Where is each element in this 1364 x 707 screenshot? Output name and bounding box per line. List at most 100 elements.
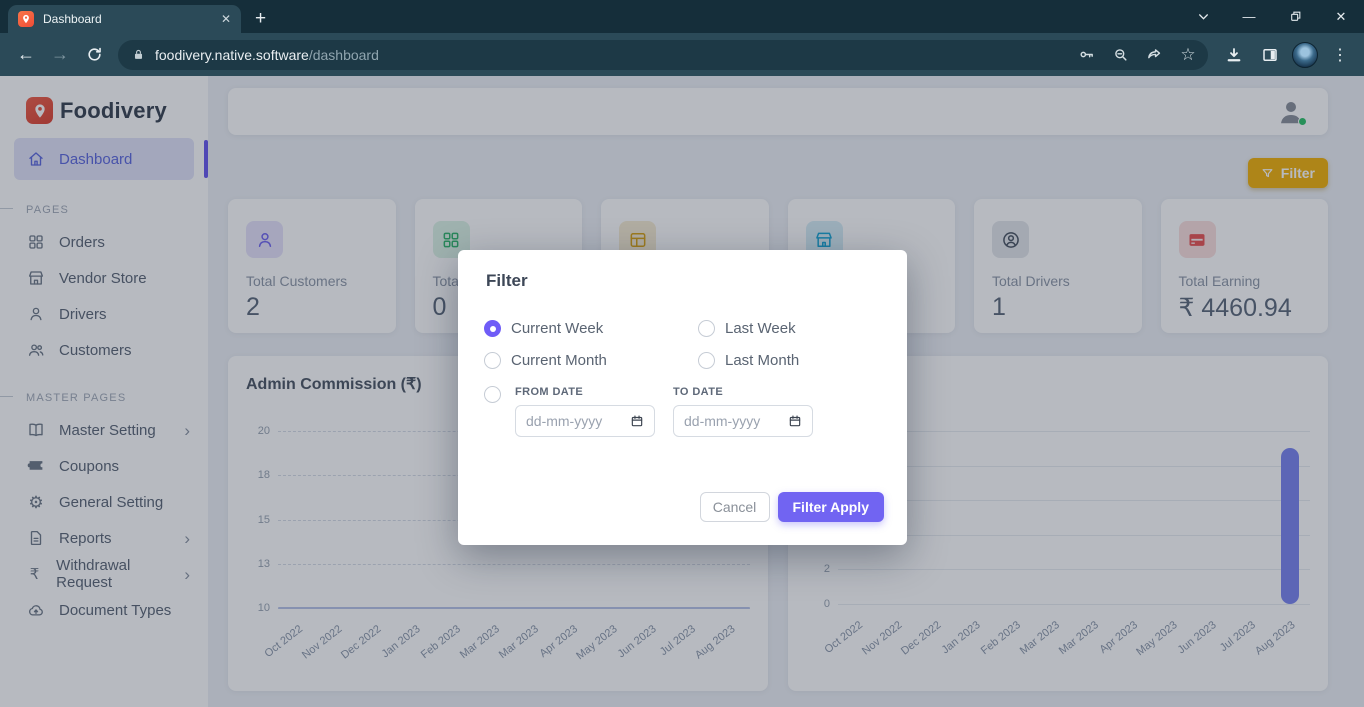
browser-menu-icon[interactable]: ⋮ xyxy=(1332,46,1348,64)
filter-button[interactable]: Filter xyxy=(1247,158,1328,188)
store-icon xyxy=(26,269,46,287)
from-date-label: FROM DATE xyxy=(515,386,584,398)
sidebar-item-coupons[interactable]: Coupons xyxy=(0,448,208,484)
y-axis-tick: 20 xyxy=(257,425,270,437)
filter-option-current-month[interactable]: Current Month xyxy=(484,352,698,369)
tab-search-chevron-icon[interactable] xyxy=(1180,0,1226,33)
side-panel-icon[interactable] xyxy=(1256,41,1284,69)
brand[interactable]: Foodivery xyxy=(0,76,208,138)
y-axis-tick: 0 xyxy=(823,598,830,610)
cancel-button[interactable]: Cancel xyxy=(699,492,770,522)
filter-modal: Filter Current Week Last Week Current Mont… xyxy=(458,250,907,545)
chart-title: Admin Commission (₹) xyxy=(246,376,422,393)
gear-icon: ⚙ xyxy=(28,492,44,512)
stat-label: Total Customers xyxy=(246,273,348,289)
sidebar-item-label: Orders xyxy=(59,233,105,251)
browser-tab-dashboard[interactable]: Dashboard ✕ xyxy=(8,5,241,33)
user-circle-icon xyxy=(992,221,1029,258)
to-date-input[interactable]: dd-mm-yyyy xyxy=(673,405,813,437)
user-icon xyxy=(26,305,46,323)
radio-selected[interactable] xyxy=(484,320,501,337)
minimize-button[interactable]: — xyxy=(1242,9,1256,24)
sidebar-item-dashboard[interactable]: Dashboard xyxy=(14,138,208,180)
home-icon xyxy=(26,150,46,168)
new-tab-button[interactable]: + xyxy=(255,8,267,29)
credit-card-icon xyxy=(1178,221,1216,258)
custom-range-radio[interactable] xyxy=(484,386,501,403)
sidebar-item-drivers[interactable]: Drivers xyxy=(0,296,208,332)
sidebar-item-label: Reports xyxy=(59,529,112,547)
filter-option-current-week[interactable]: Current Week xyxy=(484,320,698,337)
reload-icon[interactable] xyxy=(78,39,110,71)
stat-card: Total Drivers 1 xyxy=(974,199,1142,333)
sidebar-item-label: Vendor Store xyxy=(59,269,147,287)
users-icon xyxy=(26,341,46,359)
filter-apply-button[interactable]: Filter Apply xyxy=(777,492,884,522)
bar-aug-2023 xyxy=(1281,448,1300,604)
radio-unselected[interactable] xyxy=(484,352,501,369)
sidebar-item-label: Coupons xyxy=(59,457,120,475)
radio-label: Current Month xyxy=(511,352,607,369)
calendar-icon[interactable] xyxy=(788,414,802,428)
restore-button[interactable] xyxy=(1272,0,1318,33)
radio-unselected[interactable] xyxy=(698,352,715,369)
brand-name: Foodivery xyxy=(60,97,167,123)
download-icon[interactable] xyxy=(1220,41,1248,69)
stat-value: 0 xyxy=(432,293,447,321)
sidebar-item-label: General Setting xyxy=(59,493,164,511)
stat-card: Total Customers 2 xyxy=(228,199,396,333)
bookmark-star-icon[interactable]: ☆ xyxy=(1180,44,1196,64)
y-axis-tick: 13 xyxy=(257,557,270,570)
gridline xyxy=(838,500,1310,502)
sidebar-item-label: Withdrawal Request xyxy=(56,557,131,591)
chevron-right-icon: › xyxy=(184,564,190,584)
tab-close-icon[interactable]: ✕ xyxy=(220,12,231,26)
gridline xyxy=(838,534,1310,536)
brand-location-pin-icon xyxy=(26,97,53,124)
radio-unselected[interactable] xyxy=(698,320,715,337)
sidebar-item-reports[interactable]: Reports › xyxy=(0,520,208,556)
radio-label: Current Week xyxy=(511,320,604,337)
file-icon xyxy=(26,529,46,547)
book-icon xyxy=(26,421,46,439)
to-date-label: TO DATE xyxy=(673,386,724,398)
y-axis-tick: 2 xyxy=(823,563,830,576)
account-avatar[interactable] xyxy=(1276,97,1307,127)
y-axis-tick: 18 xyxy=(257,469,270,482)
radio-label: Last Week xyxy=(725,320,796,337)
stat-value: 1 xyxy=(992,293,1006,321)
stat-card: Total Earning ₹ 4460.94 xyxy=(1160,199,1328,333)
key-icon[interactable] xyxy=(1072,41,1100,69)
filter-option-last-week[interactable]: Last Week xyxy=(698,320,879,337)
sidebar-item-document-types[interactable]: Document Types xyxy=(0,592,208,628)
y-axis-tick: 10 xyxy=(257,602,270,614)
from-date-input[interactable]: dd-mm-yyyy xyxy=(515,405,655,437)
back-icon[interactable]: ← xyxy=(17,44,35,64)
sidebar-item-orders[interactable]: Orders xyxy=(0,224,208,260)
sidebar-item-master-setting[interactable]: Master Setting › xyxy=(0,412,208,448)
browser-profile-avatar[interactable] xyxy=(1292,41,1318,68)
forward-icon[interactable]: → xyxy=(51,44,69,64)
lock-icon xyxy=(132,48,145,61)
calendar-icon[interactable] xyxy=(630,414,644,428)
sidebar-item-vendor-store[interactable]: Vendor Store xyxy=(0,260,208,296)
sidebar-item-customers[interactable]: Customers xyxy=(0,332,208,368)
share-icon[interactable] xyxy=(1140,41,1168,69)
sidebar-item-general-setting[interactable]: ⚙ General Setting xyxy=(0,484,208,520)
chevron-right-icon: › xyxy=(184,528,190,548)
close-window-button[interactable]: ✕ xyxy=(1335,8,1347,24)
browser-toolbar: ← → foodivery.native.software/dashboard … xyxy=(0,33,1364,76)
gridline xyxy=(838,465,1310,467)
filter-option-last-month[interactable]: Last Month xyxy=(698,352,879,369)
stat-label: Total Earning xyxy=(1178,273,1261,289)
stat-value: ₹ 4460.94 xyxy=(1178,294,1292,322)
grid-icon xyxy=(26,233,46,251)
address-bar[interactable]: foodivery.native.software/dashboard ☆ xyxy=(118,39,1208,70)
gridline xyxy=(838,569,1310,571)
zoom-icon[interactable] xyxy=(1106,41,1134,69)
sidebar-item-withdrawal-request[interactable]: ₹ Withdrawal Request › xyxy=(0,556,208,592)
stat-value: 2 xyxy=(246,293,260,321)
sidebar-section-label: MASTER PAGES xyxy=(0,368,208,412)
gridline xyxy=(838,431,1310,432)
